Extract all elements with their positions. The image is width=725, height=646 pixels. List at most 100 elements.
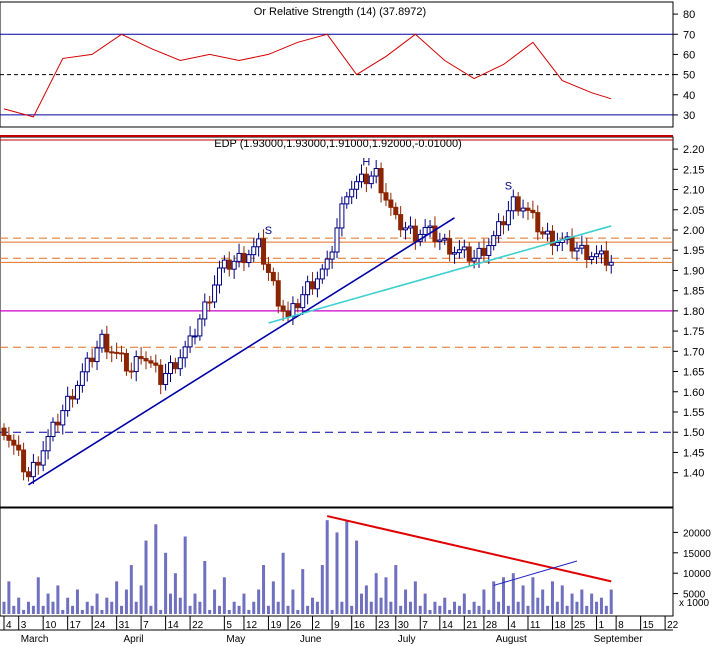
rsi-tick-label: 40 <box>683 90 695 102</box>
volume-bar <box>164 552 168 614</box>
candle-body <box>398 214 404 231</box>
volume-bar <box>217 605 221 614</box>
volume-bar <box>575 601 579 614</box>
volume-bar <box>85 601 89 614</box>
candle-body <box>461 246 467 251</box>
volume-bar <box>75 589 79 614</box>
volume-bar <box>12 605 16 614</box>
x-day-label: 4 <box>510 620 516 631</box>
volume-bar <box>252 601 256 614</box>
volume-bar <box>56 585 60 614</box>
candle-body <box>525 207 531 211</box>
volume-bar <box>139 585 143 614</box>
candle-body <box>501 221 506 226</box>
candle-body <box>261 238 267 265</box>
volume-bar <box>159 609 163 614</box>
candle-body <box>45 436 51 452</box>
candle-body <box>549 230 555 246</box>
x-month-label: April <box>124 634 144 645</box>
x-day-label: 24 <box>94 620 106 631</box>
volume-bar <box>325 520 329 614</box>
candle-body <box>270 271 276 282</box>
x-day-label: 19 <box>270 620 282 631</box>
volume-bar <box>154 524 158 614</box>
candle-body <box>471 257 477 262</box>
volume-bar <box>320 565 324 614</box>
candle-body <box>138 356 144 360</box>
x-month-label: September <box>594 634 644 645</box>
volume-bar <box>502 577 505 614</box>
volume-bar <box>408 601 412 614</box>
volume-bar <box>36 577 40 614</box>
volume-bar <box>276 601 280 614</box>
price-tick-label: 1.65 <box>683 367 704 379</box>
candle-body <box>427 225 433 229</box>
volume-bar <box>550 581 554 614</box>
candle-body <box>74 384 80 400</box>
candle-body <box>344 196 350 205</box>
volume-bar <box>227 609 231 614</box>
volume-tick-label: 15000 <box>683 549 711 560</box>
volume-bar <box>359 593 363 614</box>
volume-bar <box>247 609 251 614</box>
volume-bar <box>110 601 114 614</box>
price-tick-label: 1.95 <box>683 245 704 257</box>
candle-body <box>177 357 183 370</box>
candle-body <box>11 439 17 446</box>
pattern-annotation: S <box>505 181 512 193</box>
candle-body <box>422 227 428 235</box>
volume-tick-label: 5000 <box>683 590 706 601</box>
volume-bar <box>115 581 119 614</box>
volume-bar <box>389 601 393 614</box>
x-month-label: August <box>496 634 527 645</box>
candle-body <box>412 225 418 242</box>
candle-body <box>55 421 61 426</box>
candle-body <box>334 227 340 253</box>
volume-bar <box>144 540 148 614</box>
x-day-label: 14 <box>442 620 454 631</box>
candle-body <box>486 245 492 256</box>
candle-body <box>515 196 521 212</box>
candle-body <box>476 247 482 259</box>
volume-bar <box>193 593 197 614</box>
candle-body <box>202 301 208 320</box>
volume-bar <box>364 585 368 614</box>
rsi-tick-label: 50 <box>683 70 695 82</box>
candle-body <box>319 268 325 280</box>
candle-body <box>246 254 252 264</box>
volume-bar <box>71 605 75 614</box>
volume-bar <box>22 609 26 614</box>
x-day-label: 3 <box>21 620 27 631</box>
candle-body <box>16 444 22 451</box>
volume-bar <box>457 605 461 614</box>
volume-bar <box>580 589 584 614</box>
volume-bar <box>51 601 55 614</box>
candle-body <box>143 358 149 362</box>
volume-trendline <box>493 560 578 586</box>
candle-body <box>104 333 110 353</box>
price-tick-label: 2.10 <box>683 185 704 197</box>
volume-bar <box>31 605 35 614</box>
x-day-label: 26 <box>290 620 302 631</box>
x-day-label: 25 <box>574 620 586 631</box>
x-day-label: 7 <box>143 620 149 631</box>
volume-bar <box>526 605 530 614</box>
x-day-label: 21 <box>466 620 478 631</box>
price-tick-label: 1.70 <box>683 346 704 358</box>
candle-body <box>221 259 227 269</box>
volume-tick-label: 20000 <box>683 528 711 539</box>
volume-bar <box>590 593 594 614</box>
candle-body <box>520 207 526 212</box>
volume-bar <box>369 601 373 614</box>
candle-body <box>393 206 399 216</box>
volume-bar <box>345 520 349 614</box>
volume-bar <box>418 605 422 614</box>
volume-bar <box>120 605 124 614</box>
rsi-tick-label: 80 <box>683 9 695 21</box>
x-day-label: 14 <box>168 620 180 631</box>
candle-body <box>25 471 31 478</box>
volume-bar <box>2 601 6 614</box>
volume-bar <box>394 565 398 614</box>
candle-body <box>363 173 369 185</box>
